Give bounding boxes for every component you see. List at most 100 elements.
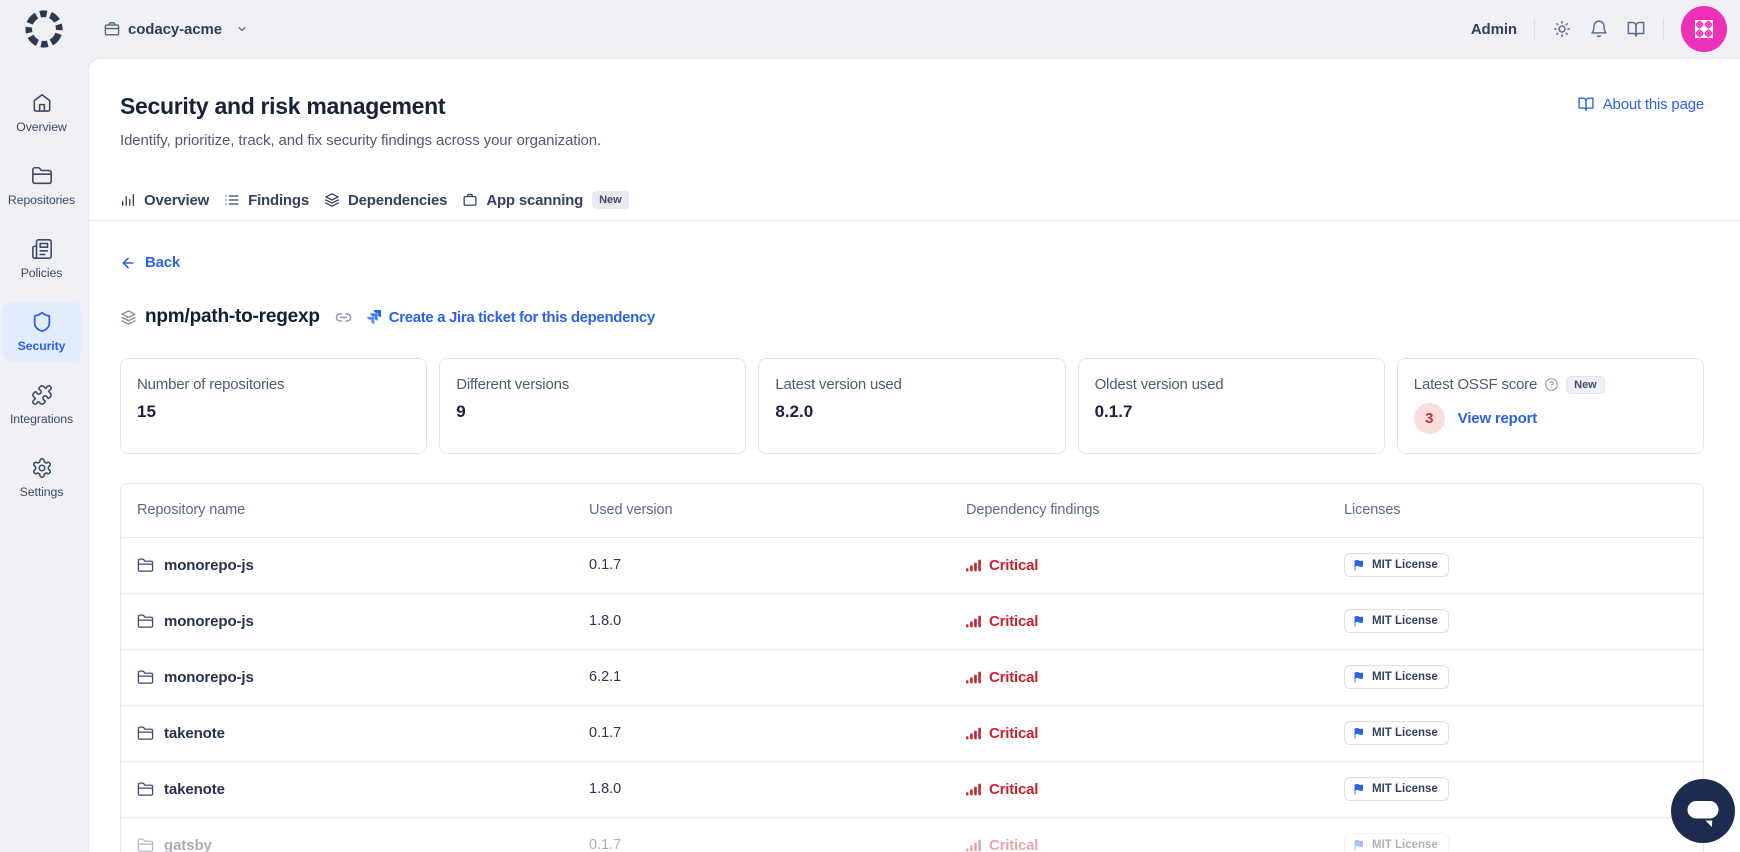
repository-name: monorepo-js	[164, 612, 254, 630]
tab-label: Overview	[144, 191, 210, 209]
tab[interactable]: Findings	[224, 190, 309, 210]
theme-toggle-button[interactable]	[1552, 19, 1572, 39]
sidebar-item-label: Integrations	[9, 412, 74, 426]
tab-label: Dependencies	[348, 191, 448, 209]
table-row[interactable]: gatsby 0.1.7	[121, 816, 1703, 852]
flag-icon	[1354, 784, 1363, 795]
page-title: Security and risk management	[120, 93, 446, 119]
stat-card: Different versions 9	[439, 358, 747, 454]
help-icon[interactable]	[1544, 377, 1559, 392]
flag-icon	[1354, 840, 1363, 851]
folder-icon	[137, 669, 154, 684]
org-name: codacy-acme	[128, 20, 222, 38]
home-icon	[31, 92, 53, 114]
title-row: Security and risk management About this …	[120, 92, 1704, 120]
about-this-page-link[interactable]: About this page	[1577, 95, 1704, 113]
sidebar-item[interactable]: Security	[2, 302, 81, 362]
table-row[interactable]: takenote 1.8.0	[121, 760, 1703, 817]
license-badge[interactable]: MIT License	[1344, 721, 1449, 745]
arrow-left-icon	[122, 257, 134, 268]
admin-label: Admin	[1470, 20, 1517, 38]
severity-label: Critical	[989, 612, 1039, 630]
sidebar-item[interactable]: Overview	[2, 83, 81, 143]
license-badge[interactable]: MIT License	[1344, 553, 1449, 577]
org-switcher[interactable]: codacy-acme	[103, 20, 248, 38]
tab[interactable]: Dependencies	[324, 190, 448, 210]
table-row[interactable]: monorepo-js 6.2.1	[121, 648, 1703, 705]
create-jira-ticket-link[interactable]: Create a Jira ticket for this dependency	[388, 308, 655, 326]
page-subtitle: Identify, prioritize, track, and fix sec…	[120, 132, 602, 149]
table-row[interactable]: monorepo-js 1.8.0	[121, 592, 1703, 649]
table-column-header: Licenses	[1328, 484, 1703, 538]
user-avatar[interactable]	[1681, 6, 1727, 52]
dependency-findings-cell: Critical	[966, 613, 1312, 630]
stat-card: Latest version used 8.2.0	[758, 358, 1066, 454]
back-link[interactable]: Back	[120, 254, 180, 271]
organization-icon	[104, 22, 120, 36]
dependency-findings-cell: Critical	[966, 557, 1312, 574]
stat-card-label: Oldest version used	[1094, 376, 1224, 393]
folder-icon	[137, 725, 154, 740]
license-label: MIT License	[1372, 559, 1438, 571]
stat-card: Oldest version used 0.1.7	[1077, 358, 1385, 454]
tab[interactable]: App scanning New	[462, 190, 629, 210]
chat-widget-button[interactable]	[1671, 779, 1735, 843]
dependency-findings-cell: Critical	[966, 725, 1312, 742]
notifications-button[interactable]	[1589, 19, 1609, 39]
codacy-logo[interactable]	[0, 0, 88, 58]
tab-label: Findings	[248, 191, 309, 209]
repository-cell: monorepo-js	[137, 557, 557, 574]
severity-bars-icon	[966, 839, 981, 852]
view-report-link[interactable]: View report	[1457, 410, 1538, 427]
used-version: 0.1.7	[589, 557, 622, 573]
license-badge[interactable]: MIT License	[1344, 777, 1449, 801]
ossf-new-badge: New	[1566, 375, 1605, 394]
table-column-header: Dependency findings	[950, 484, 1328, 538]
sun-icon	[1553, 20, 1571, 38]
license-badge[interactable]: MIT License	[1344, 665, 1449, 689]
sidebar-item[interactable]: Settings	[2, 448, 81, 508]
docs-button[interactable]	[1626, 19, 1646, 39]
folder-icon	[31, 165, 53, 187]
severity-bars-icon	[966, 559, 981, 571]
dependency-findings-cell: Critical	[966, 669, 1312, 686]
repository-name: monorepo-js	[164, 556, 254, 574]
shield-icon	[31, 311, 53, 333]
sidebar-item-label: Settings	[19, 485, 64, 499]
back-label: Back	[145, 254, 181, 271]
book-icon	[1578, 97, 1594, 111]
severity-label: Critical	[989, 668, 1039, 686]
table-row[interactable]: takenote 0.1.7	[121, 704, 1703, 761]
ossf-score-badge: 3	[1413, 403, 1445, 434]
topbar-divider	[1663, 18, 1664, 40]
repository-cell: takenote	[137, 725, 557, 742]
flag-icon	[1354, 560, 1363, 571]
copy-link-icon[interactable]	[335, 309, 352, 326]
ossf-score-card: Latest OSSF score New 3 View report	[1396, 358, 1704, 454]
license-badge[interactable]: MIT License	[1344, 609, 1449, 633]
sidebar-item-label: Security	[17, 339, 66, 353]
sidebar-item[interactable]: Integrations	[2, 375, 81, 435]
repository-name: gatsby	[164, 836, 212, 852]
table-column-header: Used version	[573, 484, 950, 538]
repository-name: monorepo-js	[164, 668, 254, 686]
table-header-row: Repository name Used version Dependency fi…	[121, 484, 1703, 538]
bar-chart-icon	[120, 192, 136, 208]
page-header-inner: Security and risk management About this …	[89, 59, 1740, 220]
table-column-header: Repository name	[121, 484, 573, 538]
topbar-divider	[1534, 18, 1535, 40]
tab[interactable]: Overview	[120, 190, 209, 210]
gear-icon	[31, 457, 53, 479]
license-badge[interactable]: MIT License	[1344, 833, 1449, 852]
used-version: 0.1.7	[589, 725, 622, 741]
table-row[interactable]: monorepo-js 0.1.7	[121, 536, 1703, 593]
folder-icon	[137, 613, 154, 628]
severity-label: Critical	[989, 724, 1039, 742]
sidebar-item[interactable]: Repositories	[2, 156, 81, 216]
repository-cell: takenote	[137, 781, 557, 798]
stat-card-value: 15	[137, 402, 156, 421]
sidebar-item[interactable]: Policies	[2, 229, 81, 289]
used-version: 1.8.0	[589, 613, 622, 629]
dependency-header: npm/path-to-regexp Create a Jira ticket …	[120, 305, 1704, 329]
